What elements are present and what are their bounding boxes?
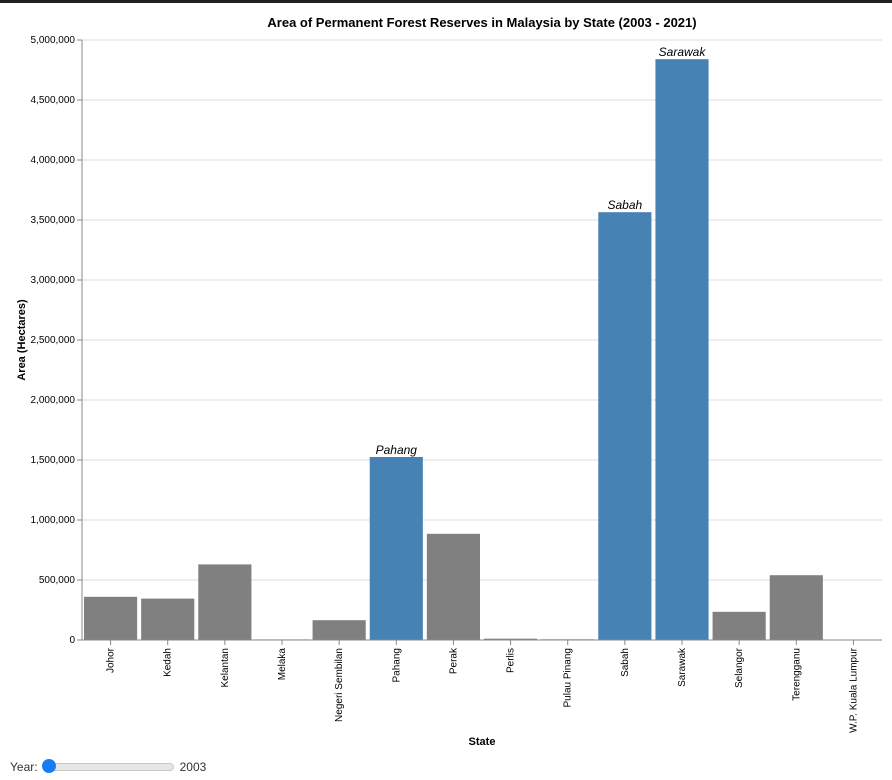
- year-slider-thumb[interactable]: [41, 759, 56, 773]
- y-tick-label: 2,500,000: [31, 335, 76, 346]
- top-border: [0, 0, 892, 3]
- bar-annotations: Pahang Sabah Sarawak: [376, 45, 707, 457]
- x-tick-label: Johor: [106, 647, 117, 673]
- bar-pahang: [369, 457, 423, 640]
- bar-terengganu: [769, 575, 823, 640]
- x-tick-label: Pahang: [391, 648, 402, 682]
- y-tick-label: 0: [69, 635, 75, 646]
- chart-title: Area of Permanent Forest Reserves in Mal…: [267, 15, 696, 30]
- bar-sarawak: [655, 59, 709, 640]
- y-tick-label: 3,500,000: [31, 215, 76, 226]
- x-tick-label: Sabah: [620, 648, 631, 677]
- x-tick-label: Kelantan: [220, 648, 231, 687]
- x-tick-label: Perak: [448, 647, 459, 674]
- x-tick-label: Sarawak: [677, 647, 688, 687]
- y-axis: 0 500,000 1,000,000 1,500,000 2,000,000 2,500…: [31, 35, 83, 646]
- y-gridlines: [82, 39, 882, 641]
- bar-chart: Area of Permanent Forest Reserves in Mal…: [16, 15, 882, 748]
- y-tick-label: 2,000,000: [31, 395, 76, 406]
- year-slider-value: 2003: [179, 760, 207, 774]
- x-tick-label: Kedah: [163, 648, 174, 677]
- y-tick-label: 5,000,000: [31, 35, 76, 46]
- bar-kelantan: [198, 564, 252, 640]
- bar-negeri-sembilan: [312, 620, 366, 640]
- x-tick-label: Perlis: [506, 648, 517, 673]
- year-slider[interactable]: [41, 759, 174, 773]
- x-tick-label: Melaka: [277, 648, 288, 681]
- x-tick-label: Negeri Sembilan: [334, 648, 345, 722]
- y-tick-label: 4,000,000: [31, 155, 76, 166]
- x-axis: Johor Kedah Kelantan Melaka Negeri Sembilan P…: [82, 639, 882, 733]
- bar-annotation: Sabah: [608, 198, 643, 212]
- x-axis-title: State: [469, 736, 496, 748]
- x-tick-label: Pulau Pinang: [563, 648, 574, 708]
- bar-kedah: [141, 598, 195, 640]
- y-tick-label: 500,000: [39, 575, 76, 586]
- bar-selangor: [712, 611, 766, 640]
- year-slider-label: Year:: [10, 760, 38, 774]
- bars: [84, 59, 823, 640]
- y-tick-label: 4,500,000: [31, 95, 76, 106]
- y-tick-label: 1,500,000: [31, 455, 76, 466]
- y-tick-label: 1,000,000: [31, 515, 76, 526]
- bar-sabah: [598, 212, 652, 640]
- year-slider-row: Year: 2003: [10, 757, 206, 777]
- bar-perlis: [484, 638, 538, 640]
- x-tick-label: W.P. Kuala Lumpur: [848, 647, 859, 733]
- bar-annotation: Pahang: [376, 443, 418, 457]
- bar-annotation: Sarawak: [659, 45, 707, 59]
- y-axis-title: Area (Hectares): [16, 299, 28, 381]
- bar-perak: [426, 533, 480, 640]
- x-tick-label: Terengganu: [791, 648, 802, 701]
- bar-johor: [84, 596, 138, 640]
- x-tick-label: Selangor: [734, 647, 745, 688]
- y-tick-label: 3,000,000: [31, 275, 76, 286]
